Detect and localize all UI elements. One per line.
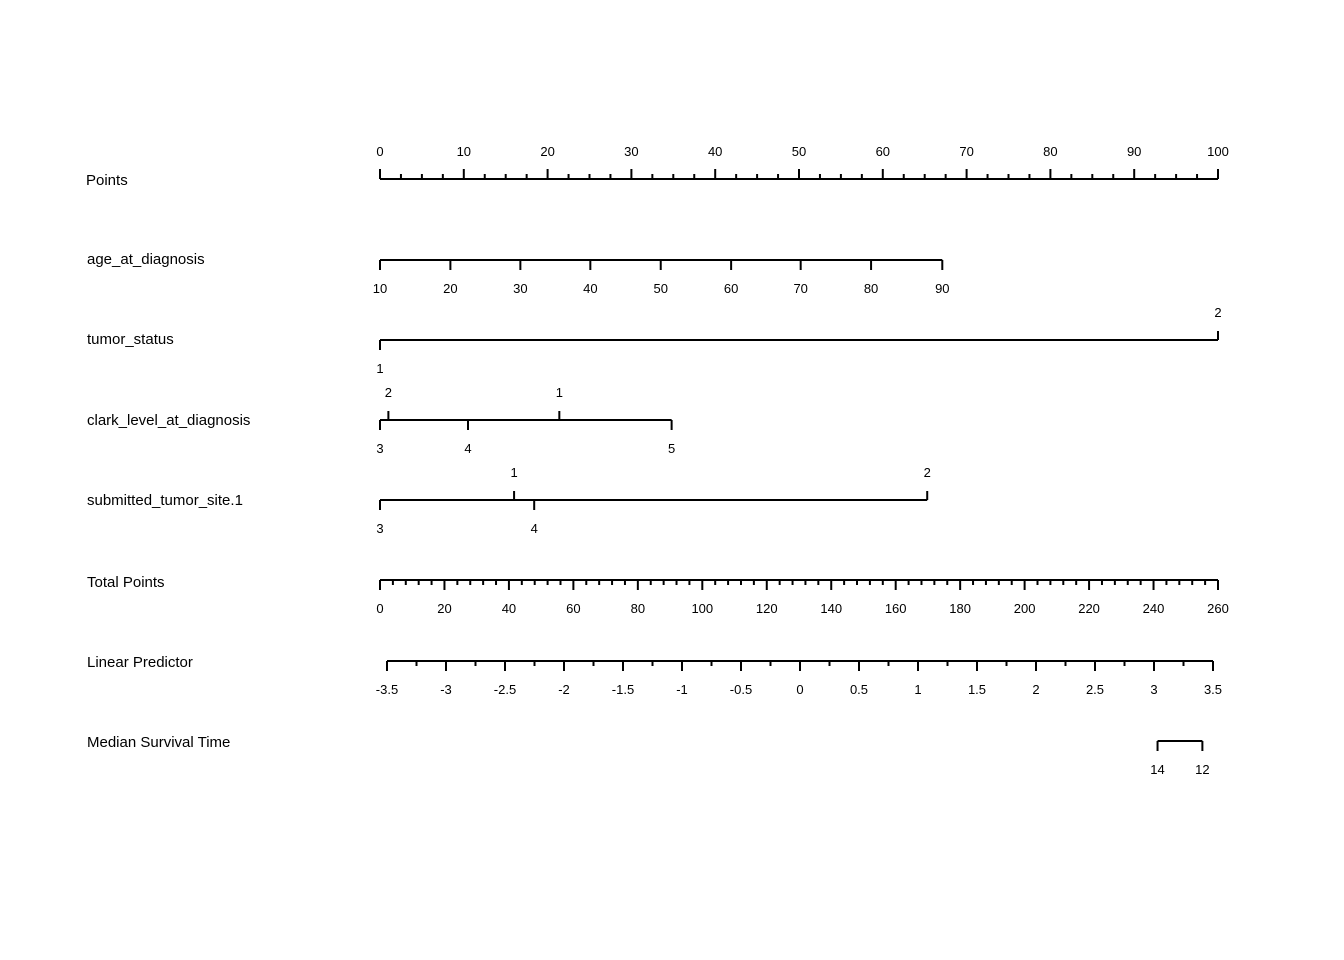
level-label: 3 bbox=[376, 521, 383, 536]
tick-label: 100 bbox=[691, 601, 713, 616]
tick-label: 120 bbox=[756, 601, 778, 616]
tick-label: 30 bbox=[624, 144, 638, 159]
level-label: 40 bbox=[583, 281, 597, 296]
tick-label: -2 bbox=[558, 682, 570, 697]
tick-label: -2.5 bbox=[494, 682, 516, 697]
level-label: 60 bbox=[724, 281, 738, 296]
tick-label: -3 bbox=[440, 682, 452, 697]
tick-label: 40 bbox=[502, 601, 516, 616]
tick-label: 160 bbox=[885, 601, 907, 616]
level-label: 1 bbox=[376, 361, 383, 376]
axis-label: clark_level_at_diagnosis bbox=[87, 412, 250, 429]
tick-label: 3 bbox=[1150, 682, 1157, 697]
tick-label: 240 bbox=[1143, 601, 1165, 616]
tick-label: 90 bbox=[1127, 144, 1141, 159]
tick-label: 0 bbox=[796, 682, 803, 697]
tick-label: 20 bbox=[540, 144, 554, 159]
level-label: 5 bbox=[668, 441, 675, 456]
tick-label: 60 bbox=[876, 144, 890, 159]
tick-label: 40 bbox=[708, 144, 722, 159]
level-label: 1 bbox=[556, 385, 563, 400]
tick-label: 80 bbox=[631, 601, 645, 616]
level-label: 50 bbox=[653, 281, 667, 296]
axis-label: Total Points bbox=[87, 574, 165, 591]
level-label: 2 bbox=[385, 385, 392, 400]
level-label: 90 bbox=[935, 281, 949, 296]
axis-label: tumor_status bbox=[87, 331, 174, 348]
level-label: 10 bbox=[373, 281, 387, 296]
tick-label: 2 bbox=[1032, 682, 1039, 697]
tick-label: 80 bbox=[1043, 144, 1057, 159]
tick-label: 1 bbox=[914, 682, 921, 697]
tick-label: -0.5 bbox=[730, 682, 752, 697]
level-label: 20 bbox=[443, 281, 457, 296]
tick-label: 180 bbox=[949, 601, 971, 616]
tick-label: 260 bbox=[1207, 601, 1229, 616]
tick-label: -3.5 bbox=[376, 682, 398, 697]
axis-label: Median Survival Time bbox=[87, 734, 230, 751]
level-label: 2 bbox=[1214, 305, 1221, 320]
level-label: 80 bbox=[864, 281, 878, 296]
level-label: 12 bbox=[1195, 762, 1209, 777]
tick-label: -1.5 bbox=[612, 682, 634, 697]
level-label: 14 bbox=[1150, 762, 1164, 777]
axis-label: age_at_diagnosis bbox=[87, 251, 205, 268]
tick-label: 60 bbox=[566, 601, 580, 616]
axis-label: submitted_tumor_site.1 bbox=[87, 492, 243, 509]
level-label: 4 bbox=[531, 521, 538, 536]
axis-label: Linear Predictor bbox=[87, 654, 193, 671]
axis-label: Points bbox=[86, 172, 128, 189]
level-label: 2 bbox=[924, 465, 931, 480]
tick-label: 1.5 bbox=[968, 682, 986, 697]
tick-label: 0 bbox=[376, 601, 383, 616]
tick-label: 140 bbox=[820, 601, 842, 616]
tick-label: 20 bbox=[437, 601, 451, 616]
level-label: 4 bbox=[464, 441, 471, 456]
tick-label: -1 bbox=[676, 682, 688, 697]
tick-label: 10 bbox=[457, 144, 471, 159]
tick-label: 220 bbox=[1078, 601, 1100, 616]
tick-label: 2.5 bbox=[1086, 682, 1104, 697]
tick-label: 0 bbox=[376, 144, 383, 159]
tick-label: 100 bbox=[1207, 144, 1229, 159]
tick-label: 3.5 bbox=[1204, 682, 1222, 697]
level-label: 1 bbox=[510, 465, 517, 480]
tick-label: 0.5 bbox=[850, 682, 868, 697]
tick-label: 200 bbox=[1014, 601, 1036, 616]
tick-label: 50 bbox=[792, 144, 806, 159]
tick-label: 70 bbox=[959, 144, 973, 159]
level-label: 70 bbox=[793, 281, 807, 296]
level-label: 30 bbox=[513, 281, 527, 296]
level-label: 3 bbox=[376, 441, 383, 456]
